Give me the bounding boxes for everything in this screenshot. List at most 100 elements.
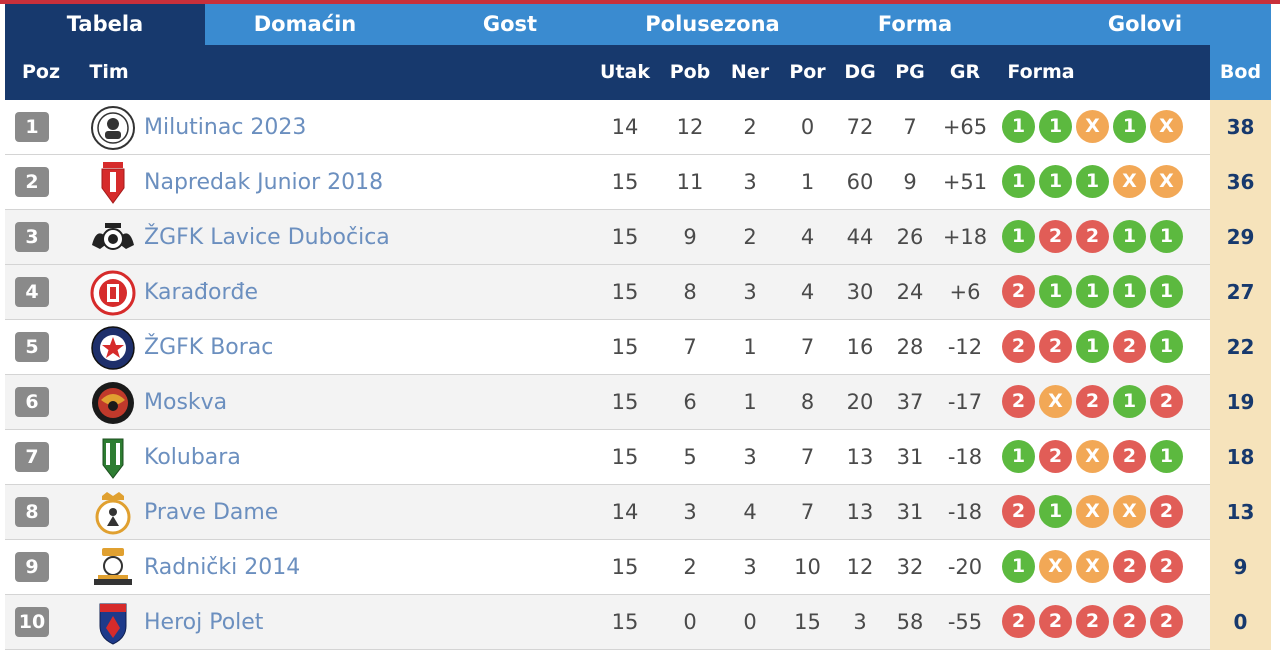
form-badge[interactable]: 2 — [1039, 330, 1072, 363]
team-link[interactable]: ŽGFK Lavice Dubočica — [144, 225, 390, 250]
form-badge[interactable]: 1 — [1150, 330, 1183, 363]
form-badge[interactable]: 1 — [1076, 330, 1109, 363]
form-badge[interactable]: 1 — [1150, 275, 1183, 308]
form-badge[interactable]: 1 — [1113, 110, 1146, 143]
cell-pob: 8 — [683, 280, 697, 304]
form-badge[interactable]: 2 — [1002, 385, 1035, 418]
cell-ner: 3 — [743, 555, 757, 579]
form-badge[interactable]: 1 — [1113, 275, 1146, 308]
form-badge[interactable]: X — [1113, 165, 1146, 198]
cell-pob: 9 — [683, 225, 697, 249]
form-badge[interactable]: 1 — [1039, 165, 1072, 198]
form-badge[interactable]: 1 — [1002, 165, 1035, 198]
tab-tabela[interactable]: Tabela — [5, 4, 205, 45]
form-badge[interactable]: X — [1076, 495, 1109, 528]
form-badge[interactable]: 2 — [1039, 605, 1072, 638]
header-bod[interactable]: Bod — [1210, 45, 1271, 100]
form-badge[interactable]: 1 — [1150, 220, 1183, 253]
table-row: 10 Heroj Polet 15 0 0 15 3 58 -55 2 2 2 … — [5, 595, 1271, 650]
cell-gr: +51 — [942, 170, 988, 194]
team-logo-radnicki — [94, 548, 132, 585]
header-pg[interactable]: PG — [895, 61, 925, 83]
team-link[interactable]: Napredak Junior 2018 — [144, 170, 384, 195]
points-cell: 27 — [1210, 265, 1271, 320]
form-badge[interactable]: 2 — [1113, 605, 1146, 638]
form-badge[interactable]: X — [1039, 550, 1072, 583]
team-link[interactable]: Karađorđe — [144, 280, 259, 305]
form-badge[interactable]: 1 — [1002, 550, 1035, 583]
tab-gost[interactable]: Gost — [482, 12, 538, 36]
cell-ner: 1 — [743, 390, 757, 414]
form-badge[interactable]: 1 — [1002, 440, 1035, 473]
cell-ner: 4 — [743, 500, 757, 524]
form-badge[interactable]: 2 — [1113, 440, 1146, 473]
form-badge[interactable]: X — [1150, 165, 1183, 198]
form-badge[interactable]: 2 — [1076, 385, 1109, 418]
team-logo-heroj-polet — [99, 603, 127, 645]
tab-forma[interactable]: Forma — [877, 12, 953, 36]
form-badge[interactable]: 2 — [1150, 385, 1183, 418]
form-badge[interactable]: 1 — [1002, 220, 1035, 253]
form-badge[interactable]: 2 — [1039, 220, 1072, 253]
form-badge[interactable]: 2 — [1002, 605, 1035, 638]
form-badge[interactable]: 1 — [1113, 385, 1146, 418]
form-badge[interactable]: X — [1076, 550, 1109, 583]
team-logo-kolubara — [102, 438, 124, 479]
team-link[interactable]: Milutinac 2023 — [144, 115, 307, 140]
team-link[interactable]: ŽGFK Borac — [144, 335, 274, 360]
form-badge[interactable]: 2 — [1002, 330, 1035, 363]
header-utak[interactable]: Utak — [600, 61, 650, 83]
form-badge[interactable]: 1 — [1002, 110, 1035, 143]
form-badge[interactable]: 2 — [1002, 275, 1035, 308]
form-badge[interactable]: X — [1113, 495, 1146, 528]
header-ner[interactable]: Ner — [730, 61, 770, 83]
position-badge: 3 — [15, 222, 49, 252]
form-badge[interactable]: 1 — [1039, 110, 1072, 143]
form-badge[interactable]: 1 — [1150, 440, 1183, 473]
tab-golovi[interactable]: Golovi — [1107, 12, 1183, 36]
cell-utak: 15 — [611, 170, 639, 194]
team-link[interactable]: Kolubara — [144, 445, 241, 470]
cell-pg: 32 — [896, 555, 924, 579]
form-badge[interactable]: 2 — [1076, 605, 1109, 638]
header-por[interactable]: Por — [789, 61, 826, 83]
team-link[interactable]: Moskva — [144, 390, 228, 415]
header-tim[interactable]: Tim — [89, 61, 129, 83]
points-cell: 0 — [1210, 595, 1271, 650]
header-poz[interactable]: Poz — [21, 61, 61, 83]
form-badge[interactable]: 1 — [1039, 495, 1072, 528]
form-badge[interactable]: 2 — [1150, 550, 1183, 583]
form-badge[interactable]: 1 — [1076, 275, 1109, 308]
header-pob[interactable]: Pob — [669, 61, 711, 83]
tab-domacin[interactable]: Domaćin — [253, 12, 357, 36]
tab-polusezona[interactable]: Polusezona — [645, 12, 780, 36]
team-link[interactable]: Radnički 2014 — [144, 555, 301, 580]
form-badge[interactable]: 2 — [1113, 550, 1146, 583]
form-badge[interactable]: 1 — [1039, 275, 1072, 308]
team-link[interactable]: Heroj Polet — [144, 610, 264, 635]
form-indicator: 2 2 2 2 2 — [1002, 605, 1202, 641]
position-badge: 10 — [15, 607, 49, 637]
cell-pob: 2 — [683, 555, 697, 579]
form-badge[interactable]: 2 — [1150, 495, 1183, 528]
team-link[interactable]: Prave Dame — [144, 500, 279, 525]
form-badge[interactable]: X — [1039, 385, 1072, 418]
header-gr[interactable]: GR — [949, 61, 981, 83]
form-badge[interactable]: 2 — [1150, 605, 1183, 638]
cell-por: 7 — [800, 335, 815, 359]
form-badge[interactable]: 2 — [1039, 440, 1072, 473]
form-badge[interactable]: X — [1076, 110, 1109, 143]
form-badge[interactable]: 2 — [1076, 220, 1109, 253]
cell-ner: 0 — [743, 610, 757, 634]
form-badge[interactable]: 2 — [1002, 495, 1035, 528]
header-dg[interactable]: DG — [844, 61, 876, 83]
form-badge[interactable]: 2 — [1113, 330, 1146, 363]
cell-por: 10 — [794, 555, 821, 579]
top-accent-line — [0, 0, 1280, 4]
cell-ner: 2 — [743, 115, 757, 139]
form-badge[interactable]: 1 — [1076, 165, 1109, 198]
form-badge[interactable]: 1 — [1113, 220, 1146, 253]
form-badge[interactable]: X — [1076, 440, 1109, 473]
form-badge[interactable]: X — [1150, 110, 1183, 143]
cell-gr: -17 — [947, 390, 983, 414]
